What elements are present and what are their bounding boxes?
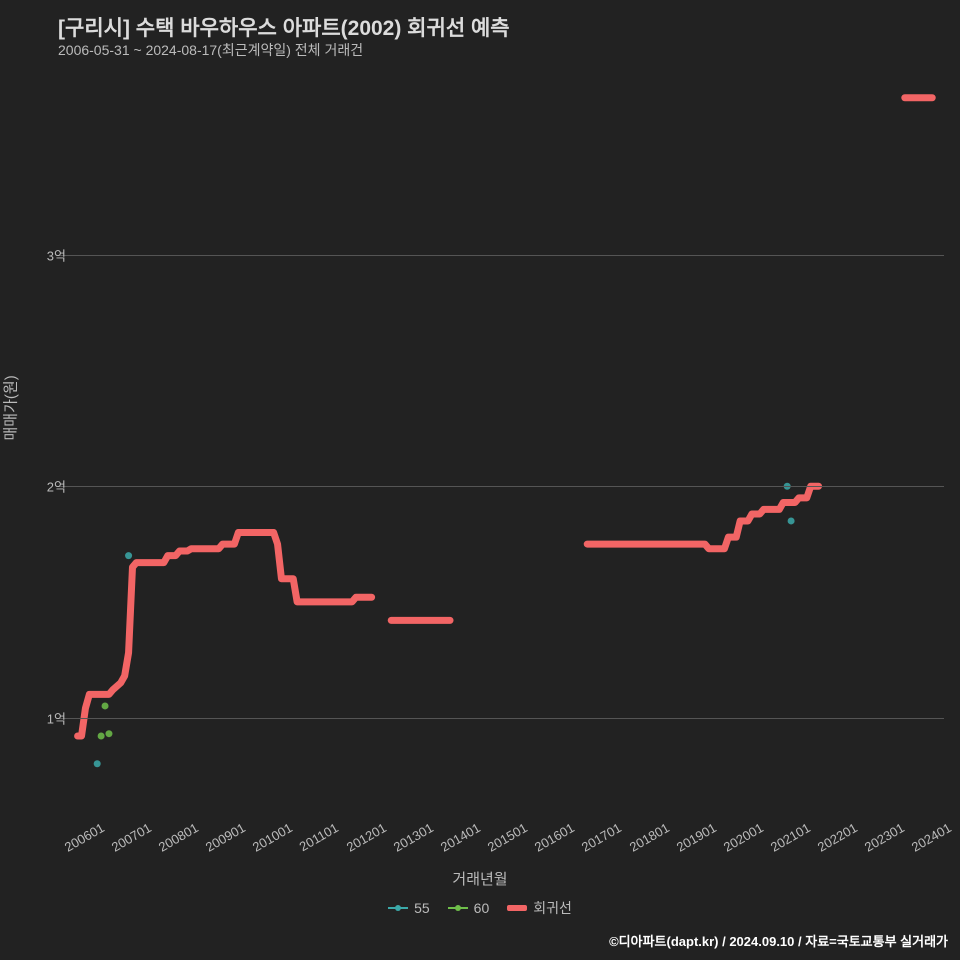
gridline [58,486,944,487]
legend-label: 60 [474,900,490,916]
legend-swatch [507,905,527,911]
regression-line [78,533,372,737]
scatter-55-point [125,552,132,559]
y-tick-label: 3억 [47,246,66,265]
legend-item: 회귀선 [507,898,572,918]
y-tick-label: 1억 [47,708,66,727]
legend-swatch [388,907,408,909]
scatter-55-point [788,517,795,524]
y-tick-label: 2억 [47,477,66,496]
legend-label: 회귀선 [533,898,572,918]
chart-svg [0,0,960,960]
credit-text: ©디아파트(dapt.kr) / 2024.09.10 / 자료=국토교통부 실… [609,931,948,950]
chart-container: [구리시] 수택 바우하우스 아파트(2002) 회귀선 예측 2006-05-… [0,0,960,960]
scatter-55-point [94,760,101,767]
legend-item: 55 [388,900,430,916]
legend-item: 60 [448,900,490,916]
legend-label: 55 [414,900,430,916]
gridline [58,718,944,719]
legend-swatch [448,907,468,909]
scatter-60-point [98,733,105,740]
scatter-60-point [102,702,109,709]
legend: 55 60 회귀선 [0,898,960,918]
scatter-60-point [105,730,112,737]
regression-line [587,486,818,548]
gridline [58,255,944,256]
